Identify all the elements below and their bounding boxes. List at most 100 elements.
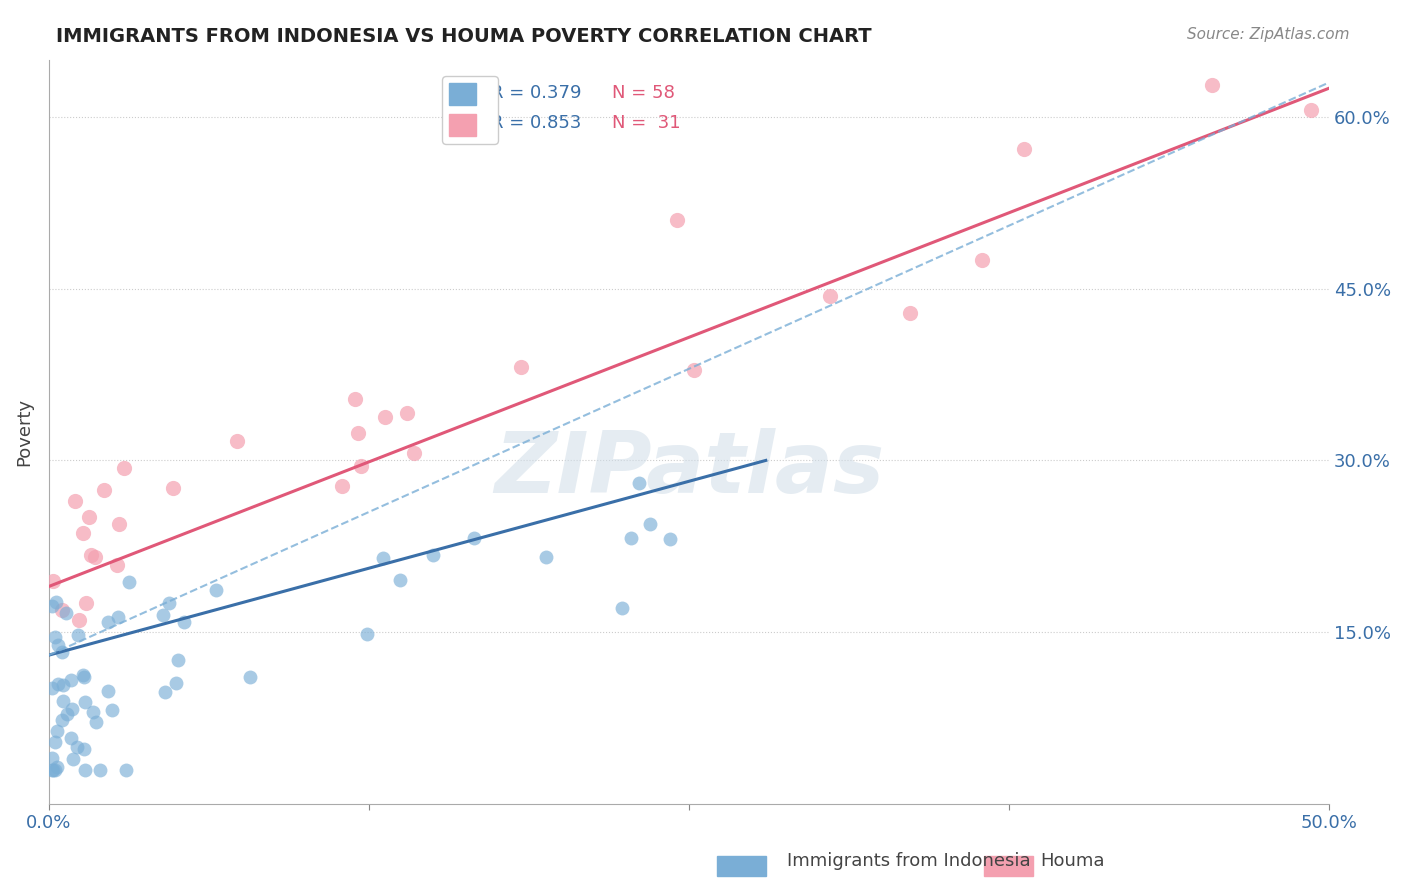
Text: N = 58: N = 58	[612, 84, 675, 102]
Point	[1201, 78, 1223, 92]
Y-axis label: Poverty: Poverty	[15, 398, 32, 466]
Point	[44, 734, 66, 748]
Point	[45, 723, 67, 738]
Point	[108, 516, 131, 531]
Point	[45, 760, 67, 774]
Text: ZIPatlas: ZIPatlas	[494, 427, 884, 510]
Point	[41, 681, 63, 695]
Point	[162, 481, 184, 495]
Point	[55, 606, 77, 620]
Point	[41, 763, 63, 777]
Point	[166, 676, 188, 690]
Point	[66, 628, 89, 642]
Point	[112, 461, 135, 475]
Legend: , : ,	[441, 76, 498, 144]
Point	[640, 517, 662, 532]
Point	[97, 684, 120, 698]
Text: Source: ZipAtlas.com: Source: ZipAtlas.com	[1187, 27, 1350, 42]
Point	[80, 549, 103, 563]
Point	[205, 582, 228, 597]
Text: R = 0.379: R = 0.379	[491, 84, 581, 102]
Point	[41, 751, 63, 765]
Point	[610, 600, 633, 615]
Point	[73, 695, 96, 709]
Point	[115, 763, 138, 777]
Point	[898, 306, 921, 320]
Point	[463, 531, 485, 545]
Point	[45, 595, 67, 609]
Point	[665, 213, 688, 227]
Point	[225, 434, 247, 449]
Text: N =  31: N = 31	[612, 114, 681, 132]
Point	[63, 494, 86, 508]
Point	[67, 613, 90, 627]
Text: Houma: Houma	[1040, 852, 1105, 870]
Point	[59, 731, 82, 745]
Point	[44, 631, 66, 645]
Point	[56, 706, 79, 721]
Point	[97, 615, 120, 630]
Point	[1014, 143, 1036, 157]
Point	[356, 627, 378, 641]
Point	[534, 550, 557, 565]
Point	[422, 548, 444, 562]
Point	[46, 677, 69, 691]
Point	[60, 702, 83, 716]
Point	[42, 574, 65, 588]
Point	[404, 446, 426, 460]
Point	[628, 476, 651, 491]
Point	[72, 526, 94, 541]
Point	[970, 252, 993, 267]
Point	[350, 458, 373, 473]
Point	[1299, 103, 1322, 117]
Point	[52, 694, 75, 708]
Point	[72, 668, 94, 682]
Point	[153, 684, 176, 698]
Point	[118, 575, 141, 590]
Point	[157, 596, 180, 610]
Point	[73, 670, 96, 684]
Point	[346, 426, 368, 441]
Point	[73, 742, 96, 756]
Point	[330, 479, 353, 493]
Point	[620, 532, 643, 546]
Point	[52, 678, 75, 692]
Point	[389, 573, 412, 587]
Point	[44, 763, 66, 777]
Point	[374, 410, 396, 425]
Point	[167, 653, 190, 667]
Text: Immigrants from Indonesia: Immigrants from Indonesia	[787, 852, 1031, 870]
Point	[89, 763, 111, 777]
Point	[82, 705, 104, 719]
Point	[371, 550, 394, 565]
Point	[173, 615, 195, 630]
Point	[107, 610, 129, 624]
Point	[84, 714, 107, 729]
Point	[66, 739, 89, 754]
Point	[396, 406, 419, 420]
Point	[51, 645, 73, 659]
Text: R = 0.853: R = 0.853	[491, 114, 581, 132]
Point	[75, 763, 97, 777]
Point	[93, 483, 115, 497]
Point	[77, 510, 100, 524]
Point	[818, 288, 841, 302]
Point	[658, 532, 681, 546]
Point	[682, 363, 704, 377]
Point	[152, 607, 174, 622]
Point	[101, 703, 124, 717]
Point	[46, 638, 69, 652]
Point	[510, 359, 533, 374]
Point	[84, 549, 107, 564]
Point	[105, 558, 128, 573]
Point	[75, 596, 97, 610]
Point	[41, 599, 63, 613]
Text: IMMIGRANTS FROM INDONESIA VS HOUMA POVERTY CORRELATION CHART: IMMIGRANTS FROM INDONESIA VS HOUMA POVER…	[56, 27, 872, 45]
Point	[344, 392, 367, 406]
Point	[51, 714, 73, 728]
Point	[62, 752, 84, 766]
Point	[51, 603, 73, 617]
Point	[60, 673, 83, 687]
Point	[42, 763, 65, 777]
Point	[239, 670, 262, 684]
